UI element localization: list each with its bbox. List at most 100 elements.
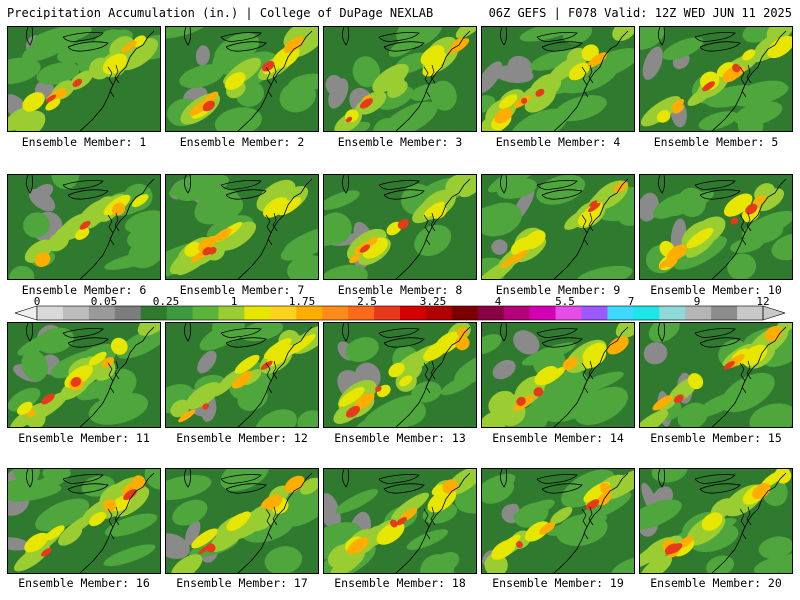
low-precip-area (325, 74, 344, 96)
moderate-precip-area (736, 80, 787, 102)
ensemble-member-label: Ensemble Member: 7 (179, 283, 305, 297)
very-heavy-precip-area (101, 357, 115, 368)
extreme-precip-area (72, 78, 83, 87)
colorbar-tick-label: 7 (627, 295, 635, 308)
low-precip-area (324, 493, 341, 531)
moderate-precip-area (440, 374, 476, 396)
extreme-precip-area (206, 543, 216, 553)
heavy-precip-area (376, 521, 405, 545)
very-heavy-precip-area (266, 496, 283, 510)
colorbar-segment (218, 306, 245, 320)
ensemble-member-map (165, 174, 319, 280)
heavy-precip-area (266, 344, 294, 367)
extreme-precip-area (208, 246, 217, 255)
ensemble-member-label: Ensemble Member: 5 (653, 135, 779, 149)
moderate-precip-area (581, 491, 632, 520)
precip-band (606, 472, 634, 500)
great-lakes-outline (500, 469, 583, 494)
colorbar-segment (37, 306, 64, 320)
coastline (79, 326, 155, 427)
coastline (395, 326, 471, 427)
great-lakes-outline (184, 175, 267, 200)
heavy-precip-area (431, 205, 447, 219)
moderate-precip-area (324, 190, 360, 210)
chesapeake-bay-outline (581, 212, 594, 246)
heavy-precip-area (75, 227, 90, 240)
colorbar-max-arrow (762, 305, 785, 321)
heavy-precip-area (110, 337, 128, 355)
colorbar-tick-label: 0 (33, 295, 41, 308)
precipitation-field (166, 323, 318, 427)
very-heavy-precip-area (347, 537, 369, 555)
extreme-precip-area (260, 360, 273, 370)
very-heavy-precip-area (652, 395, 673, 411)
precip-band (229, 508, 270, 540)
heavy-precip-area (89, 511, 106, 527)
great-lakes-outline (658, 27, 741, 52)
colorbar-tick-label: 0.25 (152, 295, 180, 308)
extreme-precip-area (533, 387, 544, 397)
precip-band (256, 179, 296, 212)
great-lakes-outline (658, 469, 741, 494)
precipitation-field (482, 175, 634, 279)
great-lakes-outline (342, 27, 425, 52)
ensemble-member-map (323, 174, 477, 280)
moderate-precip-area (546, 515, 608, 536)
heavy-precip-area (742, 49, 756, 61)
low-precip-area (643, 342, 668, 365)
moderate-precip-area (530, 49, 580, 71)
moderate-precip-area (104, 513, 158, 537)
precip-band (391, 492, 429, 521)
moderate-precip-area (144, 469, 160, 490)
heavy-precip-area (498, 94, 518, 109)
moderate-precip-area (758, 536, 792, 559)
extreme-precip-area (262, 60, 275, 72)
coastline (553, 178, 629, 279)
colorbar-segment (711, 306, 738, 320)
extreme-precip-area (535, 88, 545, 97)
coastline (237, 30, 313, 131)
colorbar-segment (737, 306, 764, 320)
colorbar-segment (400, 306, 427, 320)
heavy-precip-area (399, 375, 413, 387)
ensemble-member-map (165, 322, 319, 428)
coastline (395, 472, 471, 573)
ensemble-member-label: Ensemble Member: 10 (650, 283, 782, 297)
very-heavy-precip-area (111, 202, 126, 216)
extreme-precip-area (375, 385, 382, 392)
colorbar-tick-label: 12 (756, 295, 770, 308)
moderate-precip-area (172, 499, 208, 526)
coastline (711, 472, 787, 573)
heavy-precip-area (540, 366, 566, 386)
moderate-precip-area (179, 64, 225, 89)
moderate-precip-area (514, 502, 549, 528)
ensemble-member-label: Ensemble Member: 12 (176, 431, 308, 445)
chesapeake-bay-outline (107, 506, 120, 540)
precipitation-field (640, 469, 792, 573)
coastline (711, 326, 787, 427)
extreme-precip-area (521, 97, 528, 104)
ensemble-member-label: Ensemble Member: 15 (650, 431, 782, 445)
moderate-precip-area (561, 469, 615, 508)
colorbar-tick-label: 1 (230, 295, 238, 308)
extreme-precip-area (730, 217, 739, 225)
coastline (79, 30, 155, 131)
chesapeake-bay-outline (423, 506, 436, 540)
very-heavy-precip-area (121, 41, 137, 53)
moderate-precip-area (8, 478, 42, 498)
heavy-precip-area (523, 230, 546, 250)
precipitation-field (8, 175, 160, 279)
ensemble-member-label: Ensemble Member: 14 (492, 431, 624, 445)
precip-band (383, 73, 405, 93)
very-heavy-precip-area (455, 336, 470, 351)
extreme-precip-area (732, 63, 741, 73)
moderate-precip-area (21, 349, 49, 381)
colorbar-segment (374, 306, 401, 320)
ensemble-member-map (323, 26, 477, 132)
moderate-precip-area (35, 498, 90, 532)
great-lakes-outline (26, 27, 109, 52)
precipitation-field (166, 27, 318, 131)
precipitation-field (324, 469, 476, 573)
low-precip-area (513, 330, 540, 355)
very-heavy-precip-area (664, 256, 677, 268)
